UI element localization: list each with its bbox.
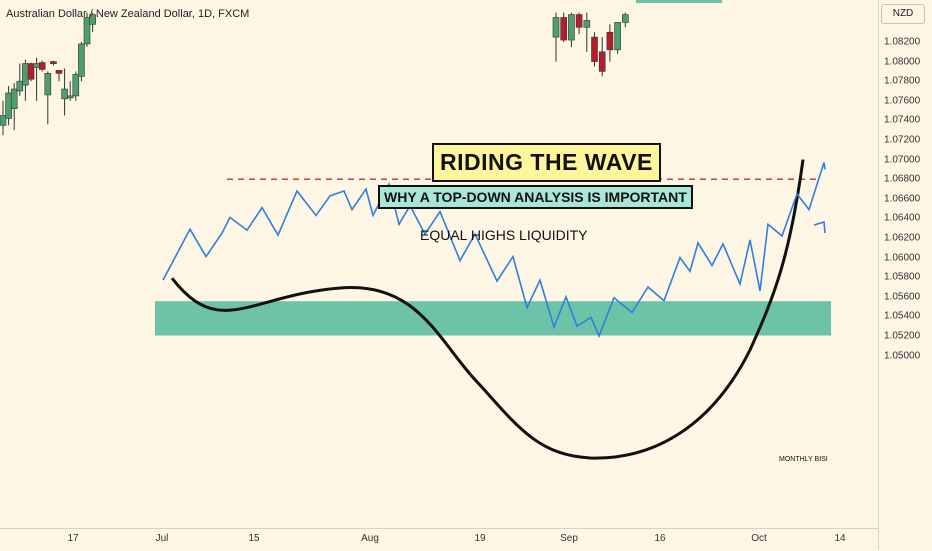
price-tick-label: 1.05200	[884, 330, 921, 342]
price-tick-label: 1.05000	[884, 350, 921, 362]
candle-body	[55, 70, 63, 74]
candle-body	[61, 88, 68, 100]
candle-body	[0, 115, 7, 126]
candle-body	[552, 17, 560, 38]
candle-body	[606, 31, 614, 51]
candle-body	[568, 14, 575, 41]
headline-banner: RIDING THE WAVE	[432, 143, 661, 182]
candle-body	[598, 51, 606, 72]
price-tick-label: 1.06200	[884, 232, 921, 244]
candle-body	[83, 17, 91, 45]
smooth-wave-curve	[170, 159, 805, 460]
equal-highs-liquidity-label: EQUAL HIGHS LIQUIDITY	[420, 227, 588, 243]
candle-body	[16, 80, 24, 92]
candle-body	[614, 22, 621, 51]
price-tick-label: 1.06400	[884, 212, 921, 224]
subheadline-banner: WHY A TOP-DOWN ANALYSIS IS IMPORTANT	[378, 185, 693, 209]
time-tick-label: 15	[248, 533, 260, 544]
candle-body	[575, 14, 583, 28]
monthly-zone-label: MONTHLY BISI	[779, 456, 828, 463]
candle-body	[66, 95, 74, 99]
price-tick-label: 1.07400	[884, 114, 921, 126]
price-path-wave	[162, 162, 826, 339]
candle-body	[560, 17, 568, 41]
time-tick-label: Jul	[155, 533, 169, 544]
monthly-zone	[155, 301, 831, 336]
time-axis[interactable]	[0, 528, 878, 551]
time-tick-label: 14	[834, 533, 846, 544]
price-tick-label: 1.07800	[884, 75, 921, 87]
price-tick-label: 1.07000	[884, 154, 921, 166]
candles-left-group	[0, 12, 96, 136]
candle-body	[621, 14, 629, 23]
candle-body	[78, 43, 85, 77]
currency-badge[interactable]: NZD	[881, 4, 925, 24]
price-tick-label: 1.05400	[884, 310, 921, 322]
top-right-zone	[636, 0, 722, 3]
candle-body	[22, 63, 29, 86]
price-tick-label: 1.06800	[884, 173, 921, 185]
candle-body	[72, 74, 80, 97]
time-tick-label: Aug	[361, 533, 379, 544]
candle-body	[583, 20, 591, 28]
candle-body	[89, 14, 96, 25]
price-tick-label: 1.07200	[884, 134, 921, 146]
time-tick-label: 17	[67, 533, 79, 544]
price-scale[interactable]	[878, 0, 932, 550]
price-tick-label: 1.05600	[884, 291, 921, 303]
symbol-title[interactable]: Australian Dollar / New Zealand Dollar, …	[6, 8, 250, 20]
price-tick-label: 1.07600	[884, 95, 921, 107]
time-tick-label: 19	[474, 533, 486, 544]
time-tick-label: 16	[654, 533, 666, 544]
candle-body	[591, 36, 598, 62]
price-tick-label: 1.05800	[884, 271, 921, 283]
candle-body	[38, 62, 46, 70]
candle-body	[33, 63, 40, 68]
candle-body	[5, 92, 12, 119]
candle-body	[44, 73, 52, 96]
candle-body	[27, 63, 35, 80]
candle-body	[10, 88, 18, 109]
price-tick-label: 1.06600	[884, 193, 921, 205]
time-tick-label: Oct	[751, 533, 767, 544]
candles-right-group	[552, 12, 629, 77]
price-tick-label: 1.06000	[884, 252, 921, 264]
price-tick-label: 1.08200	[884, 36, 921, 48]
candle-body	[50, 61, 57, 64]
arrow-head-icon	[813, 220, 826, 234]
price-tick-label: 1.08000	[884, 56, 921, 68]
time-tick-label: Sep	[560, 533, 578, 544]
